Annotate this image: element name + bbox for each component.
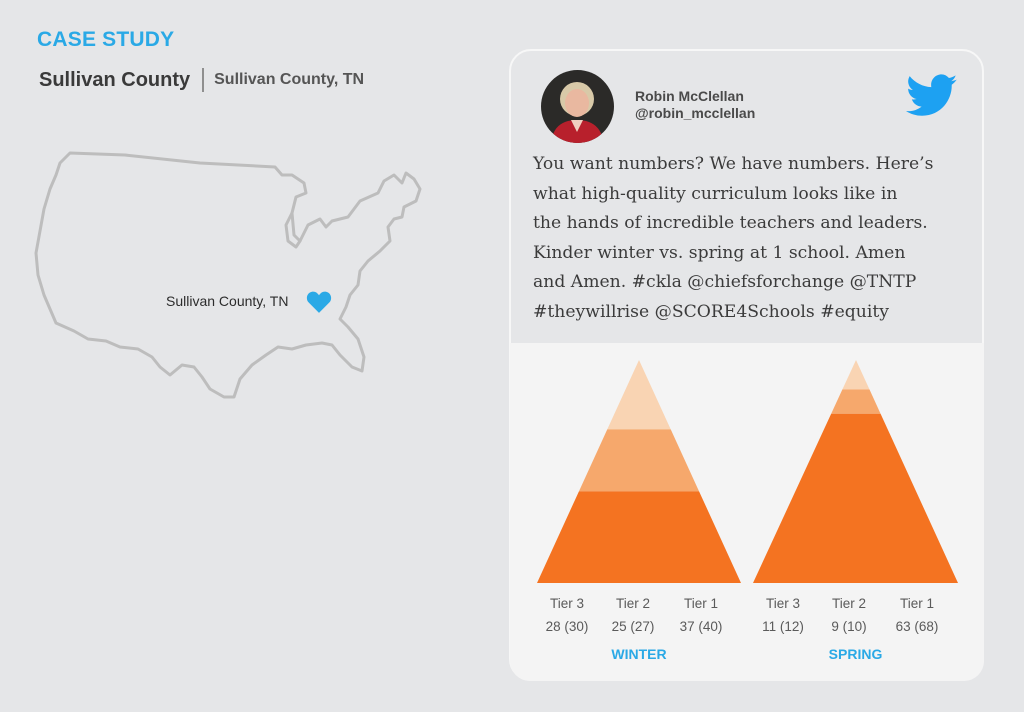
- spring-tier-3-band: [842, 360, 870, 390]
- spring-tier-label: Tier 2: [832, 596, 866, 611]
- tweet-text: You want numbers? We have numbers. Here’…: [533, 154, 934, 322]
- page-subtitle: Sullivan County, TN: [214, 71, 365, 88]
- spring-tier-value: 11 (12): [762, 619, 804, 634]
- chart-panel: Tier 3 28 (30) Tier 2 25 (27) Tier 1 37 (40) W…: [510, 343, 984, 681]
- winter-tier-value: 37 (40): [680, 619, 723, 634]
- winter-tier-label: Tier 1: [684, 596, 718, 611]
- heart-icon: [306, 291, 332, 313]
- winter-tier-2-band: [578, 429, 700, 492]
- avatar-photo: [541, 70, 614, 143]
- tweet-author: Robin McClellan @robin_mcclellan: [635, 88, 755, 122]
- case-study-label: CASE STUDY: [37, 28, 175, 51]
- winter-tier-1-band: [537, 491, 741, 583]
- page-title: Sullivan County: [39, 68, 191, 91]
- winter-chart-title: WINTER: [611, 646, 666, 662]
- spring-tier-label: Tier 3: [766, 596, 800, 611]
- page-title-row: Sullivan County Sullivan County, TN: [39, 68, 364, 92]
- winter-tier-label: Tier 2: [616, 596, 650, 611]
- winter-tier-value: 25 (27): [612, 619, 655, 634]
- spring-chart-title: SPRING: [829, 646, 883, 662]
- spring-tier-value: 63 (68): [896, 619, 939, 634]
- twitter-bird-icon[interactable]: [906, 74, 958, 118]
- us-map-outline: [34, 151, 422, 399]
- winter-tier-label: Tier 3: [550, 596, 584, 611]
- us-map: [30, 145, 430, 410]
- winter-tier-3-band: [607, 360, 671, 430]
- author-name[interactable]: Robin McClellan: [635, 88, 744, 104]
- spring-tier-label: Tier 1: [900, 596, 934, 611]
- tier-pyramid-chart: Tier 3 28 (30) Tier 2 25 (27) Tier 1 37 (40) W…: [537, 360, 958, 662]
- spring-tier-1-band: [753, 413, 958, 583]
- title-divider: [202, 68, 205, 92]
- spring-tier-value: 9 (10): [831, 619, 866, 634]
- author-handle[interactable]: @robin_mcclellan: [635, 105, 756, 121]
- winter-tier-value: 28 (30): [546, 619, 589, 634]
- pin-label: Sullivan County, TN: [166, 293, 289, 309]
- avatar[interactable]: [541, 70, 614, 143]
- spring-tier-2-band: [831, 389, 881, 414]
